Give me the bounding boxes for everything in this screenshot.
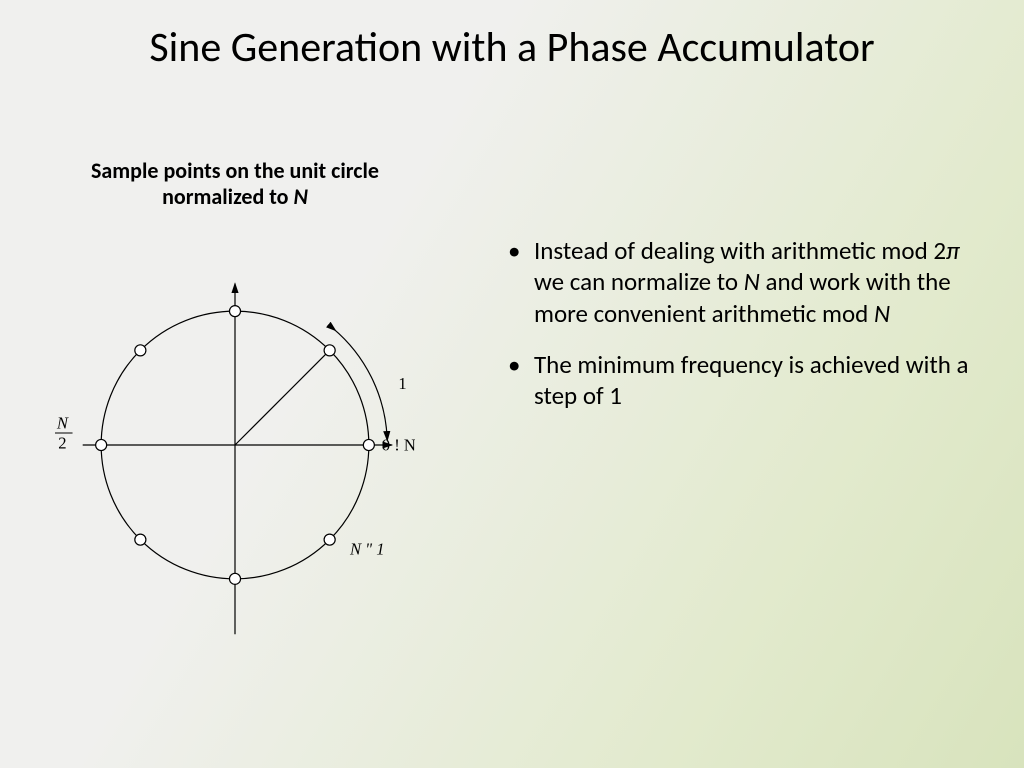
svg-text:1: 1 <box>398 374 406 393</box>
caption-text: Sample points on the unit circle normali… <box>91 157 379 210</box>
bullet-item: The minimum frequency is achieved with a… <box>500 349 970 412</box>
caption-var: N <box>293 183 307 210</box>
bullet-list: Instead of dealing with arithmetic mod 2… <box>500 235 970 431</box>
slide-title: Sine Generation with a Phase Accumulator <box>0 0 1024 72</box>
diagram-caption: Sample points on the unit circle normali… <box>55 158 415 211</box>
unit-circle-diagram: 1 0 ! N N 2 N " 1 <box>55 230 415 660</box>
bullet-item: Instead of dealing with arithmetic mod 2… <box>500 235 970 329</box>
svg-text:0 ! N: 0 ! N <box>382 436 415 455</box>
svg-text:N " 1: N " 1 <box>349 539 385 558</box>
svg-text:2: 2 <box>58 434 66 453</box>
svg-text:N: N <box>56 413 69 432</box>
